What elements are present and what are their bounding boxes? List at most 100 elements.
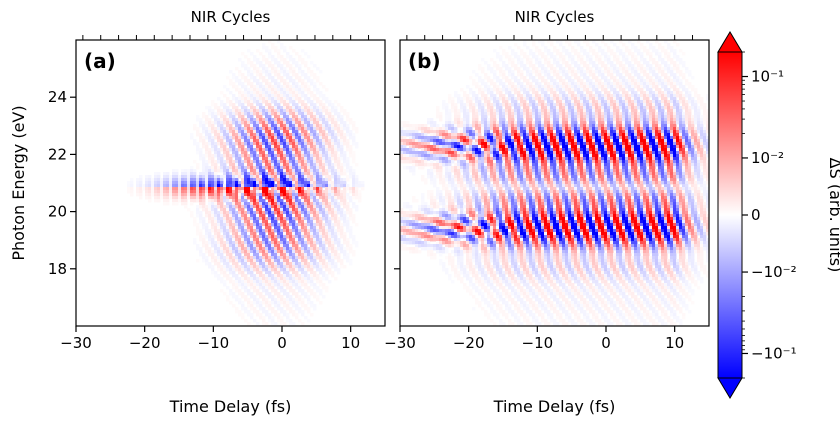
- heatmap-cell: [427, 151, 431, 155]
- heatmap-cell: [271, 88, 275, 92]
- heatmap-cell: [313, 295, 317, 299]
- heatmap-cell: [295, 232, 299, 236]
- heatmap-cell: [259, 166, 263, 170]
- heatmap-cell: [214, 184, 218, 188]
- heatmap-cell: [208, 211, 212, 215]
- heatmap-cell: [292, 301, 296, 305]
- heatmap-cell: [271, 232, 275, 236]
- heatmap-cell: [478, 256, 482, 260]
- heatmap-cell: [475, 97, 479, 101]
- heatmap-cell: [298, 280, 302, 284]
- heatmap-cell: [469, 253, 473, 257]
- heatmap-cell: [250, 202, 254, 206]
- heatmap-cell: [334, 262, 338, 266]
- heatmap-cell: [340, 178, 344, 182]
- heatmap-cell: [451, 208, 455, 212]
- heatmap-cell: [268, 295, 272, 299]
- heatmap-cell: [475, 193, 479, 197]
- heatmap-cell: [331, 244, 335, 248]
- heatmap-cell: [424, 130, 428, 134]
- heatmap-cell: [454, 214, 458, 218]
- heatmap-cell: [436, 214, 440, 218]
- heatmap-cell: [160, 184, 164, 188]
- heatmap-cell: [316, 181, 320, 185]
- heatmap-cell: [472, 274, 476, 278]
- heatmap-cell: [469, 232, 473, 236]
- heatmap-cell: [241, 214, 245, 218]
- heatmap-cell: [247, 61, 251, 65]
- heatmap-cell: [319, 82, 323, 86]
- heatmap-cell: [247, 73, 251, 77]
- heatmap-cell: [406, 142, 410, 146]
- heatmap-cell: [232, 130, 236, 134]
- heatmap-cell: [463, 133, 467, 137]
- heatmap-cell: [304, 61, 308, 65]
- heatmap-cell: [427, 142, 431, 146]
- heatmap-cell: [262, 55, 266, 59]
- heatmap-cell: [310, 268, 314, 272]
- heatmap-cell: [163, 196, 167, 200]
- heatmap-cell: [217, 166, 221, 170]
- heatmap-cell: [322, 184, 326, 188]
- heatmap-cell: [319, 163, 323, 167]
- heatmap-cell: [157, 193, 161, 197]
- heatmap-cell: [469, 142, 473, 146]
- heatmap-cell: [442, 205, 446, 209]
- heatmap-cell: [346, 130, 350, 134]
- heatmap-cell: [472, 238, 476, 242]
- heatmap-cell: [454, 163, 458, 167]
- heatmap-cell: [223, 103, 227, 107]
- heatmap-cell: [478, 217, 482, 221]
- heatmap-cell: [250, 217, 254, 221]
- heatmap-cell: [358, 181, 362, 185]
- heatmap-cell: [301, 208, 305, 212]
- heatmap-cell: [277, 151, 281, 155]
- heatmap-cell: [268, 118, 272, 122]
- heatmap-cell: [193, 217, 197, 221]
- heatmap-cell: [289, 169, 293, 173]
- heatmap-cell: [229, 208, 233, 212]
- heatmap-cell: [148, 190, 152, 194]
- heatmap-cell: [421, 157, 425, 161]
- heatmap-cell: [256, 217, 260, 221]
- heatmap-cell: [316, 172, 320, 176]
- heatmap-cell: [208, 232, 212, 236]
- heatmap-cell: [259, 73, 263, 77]
- heatmap-cell: [415, 232, 419, 236]
- heatmap-cell: [460, 184, 464, 188]
- heatmap-cell: [472, 232, 476, 236]
- heatmap-cell: [235, 262, 239, 266]
- heatmap-cell: [268, 196, 272, 200]
- heatmap-cell: [349, 217, 353, 221]
- heatmap-cell: [223, 262, 227, 266]
- heatmap-cell: [310, 109, 314, 113]
- heatmap-cell: [448, 238, 452, 242]
- heatmap-cell: [289, 115, 293, 119]
- heatmap-cell: [307, 298, 311, 302]
- heatmap-cell: [454, 136, 458, 140]
- heatmap-cell: [229, 154, 233, 158]
- heatmap-cell: [250, 274, 254, 278]
- heatmap-cell: [214, 145, 218, 149]
- heatmap-cell: [298, 319, 302, 323]
- heatmap-cell: [448, 220, 452, 224]
- heatmap-cell: [478, 103, 482, 107]
- heatmap-cell: [463, 223, 467, 227]
- heatmap-cell: [292, 160, 296, 164]
- heatmap-cell: [241, 193, 245, 197]
- heatmap-cell: [229, 130, 233, 134]
- heatmap-cell: [226, 262, 230, 266]
- heatmap-cell: [286, 295, 290, 299]
- heatmap-cell: [229, 100, 233, 104]
- heatmap-cell: [289, 157, 293, 161]
- heatmap-cell: [280, 232, 284, 236]
- heatmap-cell: [457, 190, 461, 194]
- heatmap-cell: [199, 199, 203, 203]
- heatmap-cell: [331, 262, 335, 266]
- heatmap-cell: [316, 97, 320, 101]
- heatmap-cell: [463, 94, 467, 98]
- heatmap-cell: [328, 226, 332, 230]
- heatmap-cell: [292, 85, 296, 89]
- heatmap-cell: [292, 109, 296, 113]
- heatmap-cell: [454, 172, 458, 176]
